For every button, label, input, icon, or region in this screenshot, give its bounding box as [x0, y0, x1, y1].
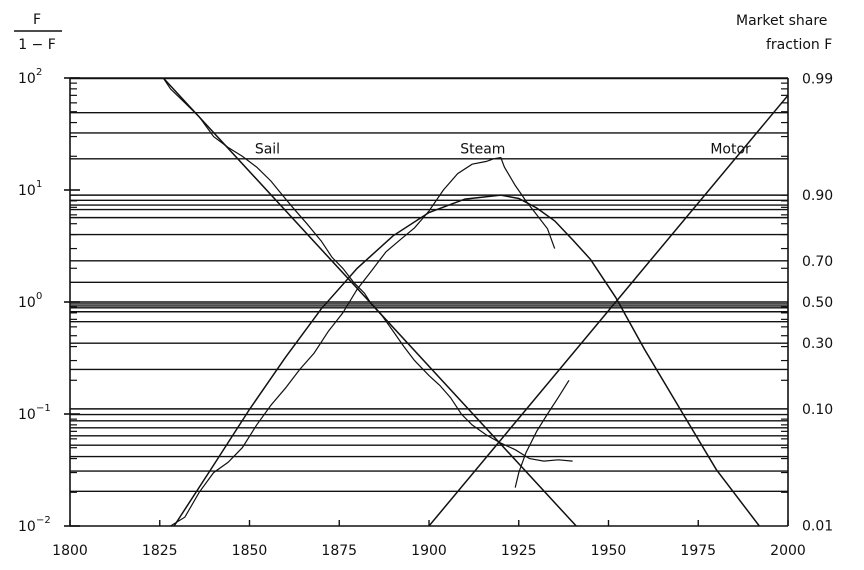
- x-tick-label: 1875: [321, 543, 357, 559]
- x-tick-label: 1800: [52, 543, 88, 559]
- series-clip-group: [162, 78, 788, 526]
- left-tick-label: 10: [18, 183, 36, 199]
- right-tick-label: 0.30: [802, 336, 833, 352]
- right-axis-label: Market share fraction F: [736, 13, 832, 53]
- x-tick-label: 1900: [411, 543, 447, 559]
- left-tick-exponent: −1: [36, 403, 51, 414]
- right-tick-label: 0.10: [802, 402, 833, 418]
- series-label-steam: Steam: [460, 141, 505, 157]
- right-tick-labels: 0.99 0.90 0.70 0.50 0.30 0.10 0.01: [802, 71, 833, 534]
- right-tick-label: 0.99: [802, 71, 833, 87]
- left-tick-exponent: −2: [36, 515, 51, 526]
- left-tick-exponent: 0: [36, 291, 42, 302]
- right-tick-label: 0.70: [802, 254, 833, 270]
- sail-observed-line: [162, 78, 573, 462]
- x-tick-label: 1825: [142, 543, 178, 559]
- x-tick-label: 1950: [591, 543, 627, 559]
- left-tick-label: 10: [18, 519, 36, 535]
- left-axis-label-numerator: F: [33, 12, 41, 28]
- series-label-motor: Motor: [710, 141, 751, 157]
- series-labels: Sail Steam Motor: [255, 141, 751, 157]
- x-tick-label: 2000: [770, 543, 806, 559]
- x-tick-labels: 1800 1825 1850 1875 1900 1925 1950 1975 2000: [52, 520, 806, 559]
- left-axis-label: F 1 − F: [14, 12, 62, 53]
- left-tick-exponent: 1: [36, 179, 42, 190]
- right-tick-label: 0.90: [802, 188, 833, 204]
- left-tick-exponent: 2: [36, 67, 42, 78]
- series-label-sail: Sail: [255, 141, 280, 157]
- x-tick-label: 1925: [501, 543, 537, 559]
- right-axis-label-line-2: fraction F: [766, 37, 832, 53]
- x-tick-label: 1975: [680, 543, 716, 559]
- series: [162, 78, 788, 526]
- left-tick-label: 10: [18, 71, 36, 87]
- motor-observed-line: [514, 379, 570, 488]
- right-tick-label: 0.01: [802, 519, 833, 535]
- left-tick-label: 10: [18, 295, 36, 311]
- x-tick-label: 1850: [232, 543, 268, 559]
- right-tick-label: 0.50: [802, 295, 833, 311]
- right-axis-label-line-1: Market share: [736, 13, 827, 29]
- grid-lines: [70, 77, 788, 493]
- steam-observed-line: [170, 156, 556, 526]
- motor-fitted-line: [428, 94, 788, 526]
- left-tick-label: 10: [18, 407, 36, 423]
- steam-fitted-line: [173, 194, 760, 526]
- left-axis-label-denominator: 1 − F: [18, 37, 56, 53]
